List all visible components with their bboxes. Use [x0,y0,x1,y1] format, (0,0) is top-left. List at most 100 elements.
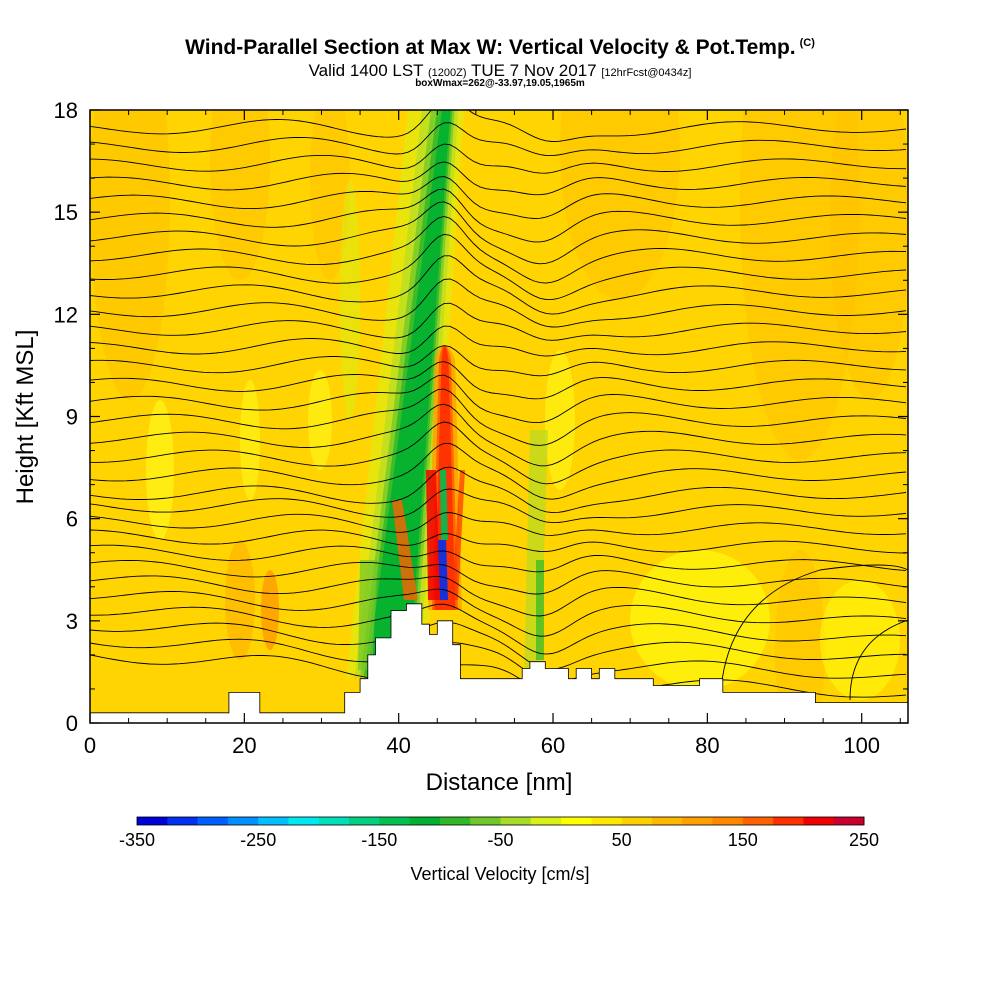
chart-title: Wind-Parallel Section at Max W: Vertical… [0,36,1000,60]
velocity-cell [308,370,332,470]
x-tick-label: 0 [84,733,96,758]
theta-contour [90,638,907,683]
colorbar-tick-label: -250 [240,830,276,850]
theta-contour [90,325,907,357]
theta-contour [90,278,907,328]
y-tick-label: 6 [66,507,78,532]
chart-title-text: Wind-Parallel Section at Max W: Vertical… [185,36,796,59]
x-axis-label: Distance [nm] [426,769,573,796]
colorbar-swatch [712,817,744,825]
velocity-cell [340,180,360,420]
velocity-cell [261,570,279,650]
theta-contour [90,388,907,446]
colorbar-swatch [409,817,441,825]
theta-contour [90,361,907,400]
velocity-cell [560,110,680,300]
colorbar-swatch [439,817,471,825]
velocity-cell [545,350,575,490]
y-axis-label: Height [Kft MSL] [12,330,39,505]
y-tick-label: 15 [54,200,78,225]
theta-contour [90,255,907,315]
downdraft-core [438,540,448,600]
forecast-info: [12hrFcst@0434z] [601,67,692,79]
colorbar-swatch [197,817,229,825]
colorbar-swatch [530,817,562,825]
chart-subtitle: Valid 1400 LST (1200Z) TUE 7 Nov 2017 [1… [0,61,1000,81]
theta-contour [90,176,907,219]
velocity-field [90,110,908,723]
colorbar-tick-label: -350 [119,830,155,850]
updraft-core [426,470,440,600]
y-tick-label: 12 [54,302,78,327]
y-tick-label: 9 [66,405,78,430]
theta-contour [719,564,908,711]
colorbar-swatch [379,817,411,825]
colorbar-swatch [318,817,350,825]
colorbar-swatch [500,817,532,825]
velocity-cell [225,540,255,660]
theta-contour [90,442,907,500]
colorbar-swatch [682,817,714,825]
valid-time: Valid 1400 LST [308,61,424,80]
theta-contour [90,588,907,637]
x-tick-label: 80 [695,733,719,758]
theta-contour [90,544,907,573]
colorbar-tick-label: 150 [728,830,758,850]
terrain [89,603,909,724]
updraft-core [392,500,418,600]
theta-contours [90,110,908,711]
theta-contour [90,529,907,554]
y-tick-label: 3 [66,609,78,634]
theta-contour [90,233,907,301]
colorbar-swatch [833,817,865,825]
theta-contour [90,122,907,157]
theta-contour [90,302,907,341]
downdraft-band [536,560,544,660]
velocity-cell [820,580,900,700]
colorbar: -350 -250 -150 -50 50 150 250 [119,816,879,850]
colorbar-swatch [621,817,653,825]
colorbar-tick-label: 250 [849,830,879,850]
velocity-cell [146,400,174,540]
colorbar-swatch [651,817,683,825]
colorbar-swatch [470,817,501,825]
colorbar-tick-label: -150 [361,830,397,850]
velocity-cell [90,110,170,400]
theta-contour [90,621,906,670]
colorbar-swatch [137,817,168,825]
velocity-cell [775,550,825,723]
theta-contour [90,466,907,514]
theta-contour [90,421,907,485]
colorbar-frame [136,816,865,826]
chart-title-unit: (C) [799,37,815,49]
downdraft-core [440,470,448,540]
colorbar-swatch [773,817,804,825]
theta-contour [90,201,907,265]
theta-contour [90,654,907,698]
x-tick-label: 100 [843,733,880,758]
colorbar-swatch [227,817,259,825]
y-tick-label: 18 [54,98,78,123]
colorbar-swatch [561,817,592,825]
colorbar-swatch [742,817,774,825]
theta-contour [90,575,907,617]
theta-contour [90,488,907,524]
velocity-cell [630,550,770,690]
valid-date: TUE 7 Nov 2017 [470,61,597,80]
box-info: boxWmax=262@-33.97,19.05,1965m [415,78,585,89]
downdraft-band [366,110,451,680]
theta-contour [90,560,907,595]
colorbar-swatch [167,817,199,825]
x-tick-label: 60 [541,733,565,758]
x-tick-label: 20 [232,733,256,758]
theta-contour [90,403,907,467]
theta-contour [90,216,907,284]
x-tick-label: 40 [386,733,410,758]
theta-contour [90,143,906,174]
theta-contour [90,345,907,377]
updraft-core [452,470,465,600]
colorbar-tick-label: -50 [487,830,513,850]
theta-contour [90,512,907,536]
velocity-cell [740,110,860,460]
